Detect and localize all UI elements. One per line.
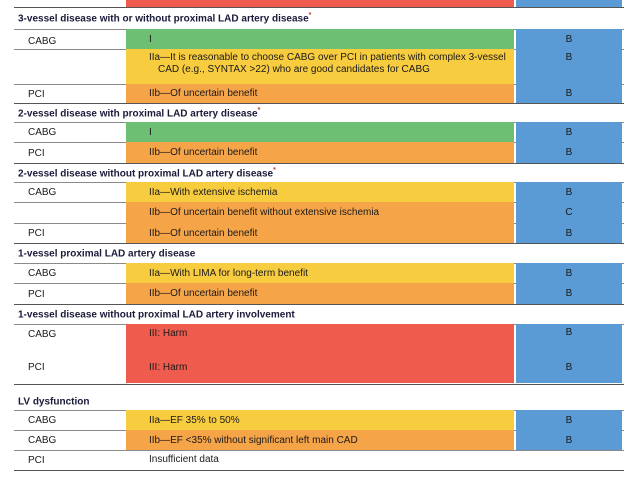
strategy-label: CABG bbox=[28, 435, 57, 446]
strategy-label: PCI bbox=[28, 148, 45, 159]
cor-cell: IIa—With LIMA for long-term benefit bbox=[126, 263, 514, 283]
strategy-label: CABG bbox=[28, 187, 57, 198]
strategy-label: CABG bbox=[28, 268, 57, 279]
loe-cell: B bbox=[516, 29, 622, 49]
loe-cell bbox=[516, 450, 622, 469]
loe-cell: B bbox=[516, 84, 622, 103]
section-title: 2-vessel disease without proximal LAD ar… bbox=[18, 167, 276, 180]
loe-cell: B bbox=[516, 182, 622, 202]
loe-cell: B bbox=[516, 263, 622, 283]
loe-cell: B bbox=[516, 122, 622, 142]
loe-cell: B bbox=[516, 142, 622, 163]
strategy-label: PCI bbox=[28, 89, 45, 100]
cor-cell: I bbox=[126, 122, 514, 142]
strategy-label: CABG bbox=[28, 36, 57, 47]
strategy-label: CABG bbox=[28, 415, 57, 426]
divider bbox=[14, 384, 624, 385]
loe-cell: B bbox=[516, 223, 622, 243]
loe-cell: B bbox=[516, 49, 622, 84]
strategy-label: PCI bbox=[28, 228, 45, 239]
divider bbox=[14, 450, 624, 451]
section-title: 3-vessel disease with or without proxima… bbox=[18, 12, 312, 25]
section-title: 2-vessel disease with proximal LAD arter… bbox=[18, 107, 261, 120]
cor-cell: IIb—Of uncertain benefit without extensi… bbox=[126, 202, 514, 223]
cor-cell: Insufficient data bbox=[149, 454, 219, 465]
cor-cell: IIb—Of uncertain benefit bbox=[126, 142, 514, 163]
strategy-label: CABG bbox=[28, 127, 57, 138]
divider bbox=[14, 163, 624, 164]
strategy-label: PCI bbox=[28, 455, 45, 466]
previous-row-cor-strip bbox=[126, 0, 514, 7]
divider bbox=[14, 243, 624, 244]
section-title: 1-vessel proximal LAD artery disease bbox=[18, 248, 196, 260]
divider bbox=[14, 304, 624, 305]
strategy-label: PCI bbox=[28, 289, 45, 300]
loe-cell: B bbox=[516, 430, 622, 450]
divider bbox=[14, 7, 624, 8]
section-title: 1-vessel disease without proximal LAD ar… bbox=[18, 309, 295, 321]
divider bbox=[14, 103, 624, 104]
cor-line: CAD (e.g., SYNTAX >22) who are good cand… bbox=[158, 64, 430, 75]
cor-cell: IIa—With extensive ischemia bbox=[126, 182, 514, 202]
loe-cell: C bbox=[516, 202, 622, 223]
cor-cell: I bbox=[126, 29, 514, 49]
cor-cell: IIb—EF <35% without significant left mai… bbox=[126, 430, 514, 450]
previous-row-loe-strip bbox=[516, 0, 622, 7]
section-title: LV dysfunction bbox=[18, 396, 90, 408]
loe-cell: B bbox=[516, 410, 622, 430]
loe-cell: B bbox=[516, 324, 622, 352]
cor-cell: IIb—Of uncertain benefit bbox=[126, 283, 514, 304]
divider bbox=[14, 470, 624, 471]
strategy-label: CABG bbox=[28, 329, 57, 340]
cor-cell: IIa—It is reasonable to choose CABG over… bbox=[126, 49, 514, 84]
cor-cell: III: Harm bbox=[126, 324, 514, 352]
strategy-label: PCI bbox=[28, 362, 45, 373]
cor-line: IIa—It is reasonable to choose CABG over… bbox=[149, 52, 506, 63]
cor-cell: IIb—Of uncertain benefit bbox=[126, 84, 514, 103]
cor-cell: III: Harm bbox=[126, 352, 514, 383]
cor-cell: IIb—Of uncertain benefit bbox=[126, 223, 514, 243]
loe-cell: B bbox=[516, 352, 622, 383]
loe-cell: B bbox=[516, 283, 622, 304]
cor-cell: IIa—EF 35% to 50% bbox=[126, 410, 514, 430]
